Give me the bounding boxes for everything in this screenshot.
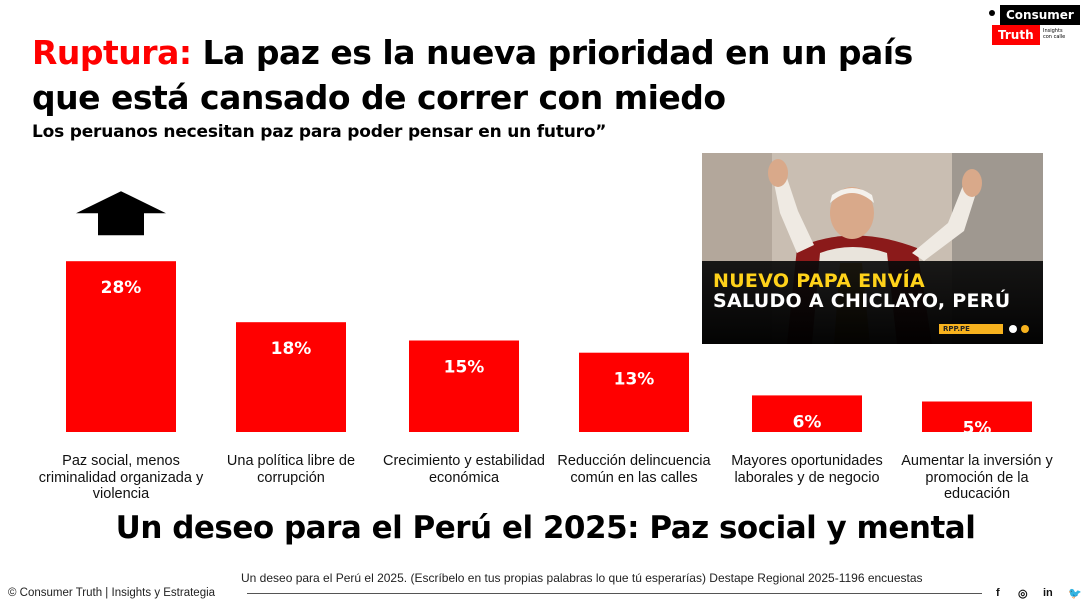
copyright: © Consumer Truth | Insights y Estrategia	[8, 587, 216, 599]
bar-0	[66, 261, 176, 432]
news-headline-2: SALUDO A CHICLAYO, PERÚ	[713, 290, 1011, 312]
bar-value-label: 18%	[271, 339, 312, 359]
bar-value-label: 13%	[614, 370, 655, 390]
news-source: RPP.PE	[939, 324, 1003, 334]
title-text: La paz es la nueva prioridad en un país …	[32, 33, 913, 117]
title-accent: Ruptura:	[32, 33, 192, 72]
logo-consumer: Consumer	[1000, 5, 1080, 25]
linkedin-icon[interactable]: in	[1043, 587, 1053, 599]
bar-4	[752, 395, 862, 432]
category-label: Una política libre de corrupción	[226, 453, 356, 486]
consumer-truth-logo: Consumer Truth Insights con calle	[986, 3, 1080, 48]
category-label: Aumentar la inversión y promoción de la …	[901, 453, 1053, 502]
news-headline-1: NUEVO PAPA ENVÍA	[713, 270, 925, 292]
page-title: Ruptura: La paz es la nueva prioridad en…	[32, 30, 972, 120]
bar-3	[579, 352, 689, 432]
up-arrow-icon	[76, 191, 166, 236]
category-label: Paz social, menos criminalidad organizad…	[38, 453, 204, 502]
carousel-dot	[1021, 325, 1029, 333]
category-label: Mayores oportunidades laborales y de neg…	[731, 453, 883, 486]
bar-5	[922, 401, 1032, 432]
bar-1	[236, 322, 346, 432]
page-subtitle: Los peruanos necesitan paz para poder pe…	[32, 122, 607, 142]
bar-value-label: 6%	[793, 412, 822, 432]
footer-divider	[247, 593, 982, 594]
headline: Un deseo para el Perú el 2025: Paz socia…	[115, 510, 976, 546]
instagram-icon[interactable]: ◎	[1018, 588, 1028, 600]
category-label: Reducción delincuencia común en las call…	[557, 453, 711, 486]
news-photo: NUEVO PAPA ENVÍA SALUDO A CHICLAYO, PERÚ…	[702, 153, 1043, 344]
category-label: Crecimiento y estabilidad económica	[383, 453, 545, 486]
twitter-icon[interactable]: 🐦	[1068, 588, 1082, 600]
facebook-icon[interactable]: f	[996, 587, 1000, 599]
bar-value-label: 15%	[444, 358, 485, 378]
logo-dot	[989, 10, 995, 16]
bar-chart: 28% 18% 15% 13% 6% 5%	[66, 191, 1032, 439]
carousel-dot	[1009, 325, 1017, 333]
logo-truth: Truth	[992, 25, 1040, 45]
data-source-note: Un deseo para el Perú el 2025. (Escríbel…	[241, 571, 923, 585]
bar-value-label: 28%	[101, 278, 142, 298]
bar-value-label: 5%	[963, 419, 992, 439]
logo-tagline: Insights con calle	[1043, 28, 1066, 40]
bar-2	[409, 340, 519, 432]
